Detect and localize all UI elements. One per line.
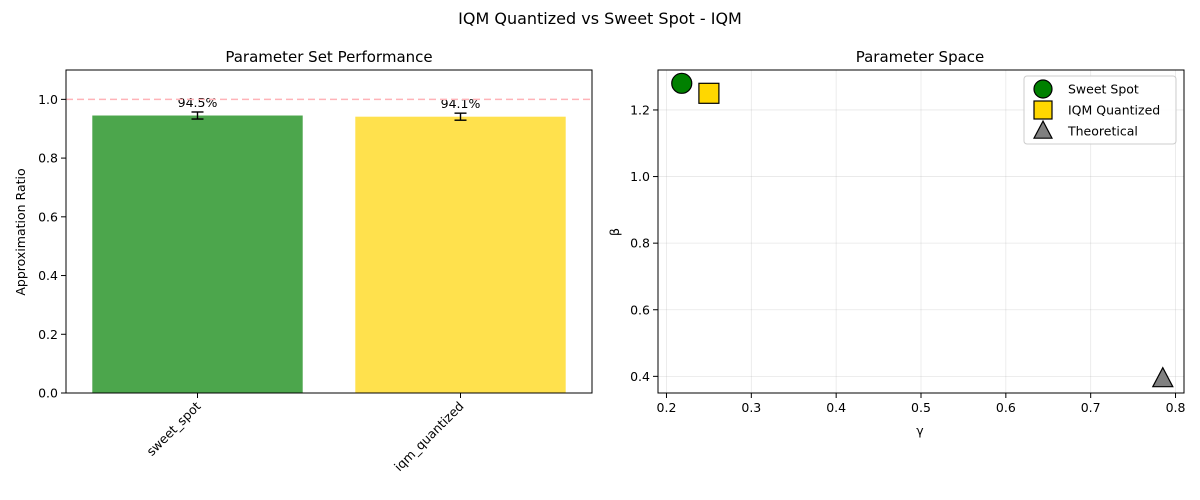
bar-chart-panel: Parameter Set Performance 94.5% sweet_spo… [13, 48, 593, 474]
bar-chart-plot-area: 94.5% sweet_spot 94.1% iqm_quantized 0.0 0.2 0… [38, 92, 592, 474]
scatter-chart-title: Parameter Space [856, 48, 985, 66]
x-tick-label: 0.4 [826, 400, 846, 415]
bar-chart-axes-frame [65, 69, 593, 394]
point-theoretical [1151, 366, 1174, 388]
legend-marker-theoretical [1033, 119, 1053, 139]
error-bar-sweet_spot [191, 111, 204, 120]
x-tick-label: sweet_spot [143, 398, 203, 458]
legend-marker-sweet-spot [1033, 79, 1053, 99]
bar-sweet_spot [92, 115, 303, 393]
bar-value-label: 94.5% [178, 95, 218, 110]
y-tick-label: 0.8 [630, 236, 650, 251]
scatter-legend: Sweet Spot IQM Quantized Theoretical [1023, 75, 1177, 145]
x-tick-label: 0.7 [1081, 400, 1101, 415]
y-tick-label: 0.2 [38, 327, 58, 342]
figure-title: IQM Quantized vs Sweet Spot - IQM [458, 9, 742, 28]
y-tick-label: 0.4 [38, 268, 58, 283]
legend-label-theoretical: Theoretical [1067, 124, 1138, 139]
x-tick-label: 0.6 [996, 400, 1016, 415]
y-tick-label: 0.4 [630, 369, 650, 384]
y-tick-label: 0.0 [38, 386, 58, 401]
legend-box [1023, 75, 1177, 145]
point-sweet-spot [671, 72, 693, 94]
x-tick-label: 0.3 [741, 400, 761, 415]
bar-chart-title: Parameter Set Performance [225, 48, 432, 66]
y-tick-label: 0.8 [38, 151, 58, 166]
x-tick-label: iqm_quantized [391, 399, 467, 475]
x-tick-label: 0.8 [1166, 400, 1186, 415]
bar-chart-y-axis-label: Approximation Ratio [13, 168, 28, 295]
scatter-chart-x-axis-label: γ [916, 423, 924, 438]
x-tick-label: 0.2 [657, 400, 677, 415]
scatter-chart-plot-area: 0.2 0.3 0.4 0.5 0.6 0.7 0.8 0.4 0.6 0.8 1.0 1.2 [630, 70, 1185, 415]
x-tick-label: 0.5 [911, 400, 931, 415]
point-iqm-quantized [698, 82, 720, 104]
legend-marker-iqm-quantized [1033, 100, 1053, 120]
y-tick-label: 0.6 [38, 209, 58, 224]
error-bar-iqm_quantized [454, 112, 467, 121]
scatter-chart-y-axis-label: β [607, 228, 622, 236]
y-tick-label: 1.2 [630, 102, 650, 117]
legend-label-sweet-spot: Sweet Spot [1068, 82, 1139, 97]
bar-iqm_quantized [355, 116, 566, 394]
bar-value-label: 94.1% [441, 96, 481, 111]
y-tick-label: 1.0 [38, 92, 58, 107]
scatter-chart-panel: Parameter Space 0.2 0.3 0.4 0.5 0.6 0.7 0.8 0.4… [607, 48, 1185, 438]
y-tick-label: 0.6 [630, 302, 650, 317]
scatter-chart-axes-frame [657, 69, 1185, 394]
legend-label-iqm-quantized: IQM Quantized [1068, 103, 1160, 118]
y-tick-label: 1.0 [630, 169, 650, 184]
